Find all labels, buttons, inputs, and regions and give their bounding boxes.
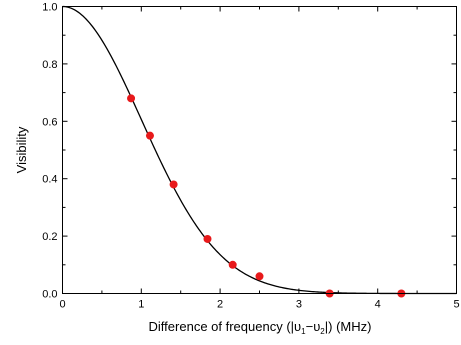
x-tick-label: 5 [453, 299, 459, 311]
data-point [169, 180, 178, 189]
x-axis-label-upsilon: υ [294, 319, 301, 334]
axis-ticks [62, 6, 457, 294]
x-tick-label: 4 [375, 299, 381, 311]
data-points-layer [127, 94, 406, 298]
y-tick-label: 0.4 [42, 174, 57, 186]
fit-curve-line [62, 5, 457, 295]
x-axis-label-sub1: 1 [301, 327, 306, 336]
x-axis-label: Difference of frequency (|υ1−υ2|) (MHz) [149, 319, 372, 336]
y-tick-label: 0.8 [42, 59, 57, 71]
x-tick-label: 3 [296, 299, 302, 311]
y-axis-label: Visibility [14, 126, 29, 173]
y-tick-label: 0.0 [42, 289, 57, 301]
data-point [255, 272, 264, 281]
x-tick-label: 0 [59, 299, 65, 311]
x-axis-label-minus: − [306, 319, 314, 334]
x-axis-label-part: |) (MHz) [325, 319, 372, 334]
data-point [203, 234, 212, 243]
data-point [228, 260, 237, 269]
x-axis-label-sub2: 2 [320, 327, 325, 336]
axis-tick-labels: 0 1 2 3 4 5 0.0 0.2 0.4 0.6 0.8 1.0 [42, 2, 459, 311]
fit-curve-layer [62, 5, 457, 295]
x-tick-label: 1 [138, 299, 144, 311]
data-point [127, 94, 136, 103]
y-tick-label: 1.0 [42, 2, 57, 14]
y-tick-label: 0.2 [42, 231, 57, 243]
x-axis-label-part: Difference of frequency (| [149, 319, 295, 334]
data-point [145, 131, 154, 140]
x-axis-label-upsilon: υ [313, 319, 320, 334]
x-tick-label: 2 [217, 299, 223, 311]
y-tick-label: 0.6 [42, 116, 57, 128]
plot-frame [62, 6, 457, 294]
